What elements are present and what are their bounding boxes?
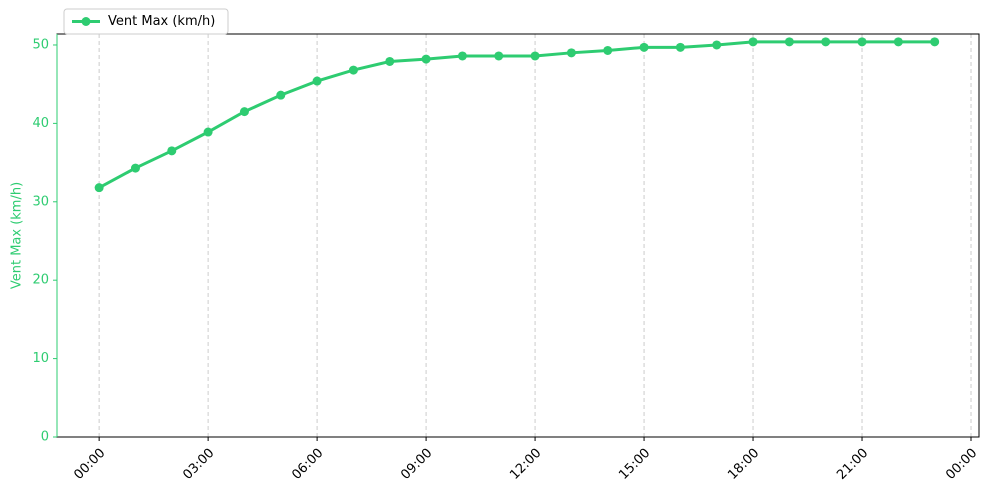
point [857, 37, 867, 47]
point [748, 37, 758, 47]
y-tick-label: 20 [32, 273, 49, 288]
point [203, 127, 213, 137]
point [130, 163, 140, 173]
point [239, 107, 249, 117]
point [930, 37, 940, 47]
point [348, 65, 358, 75]
point [312, 76, 322, 86]
y-tick-label: 50 [32, 37, 49, 52]
point [893, 37, 903, 47]
point [167, 146, 177, 156]
point [712, 40, 722, 50]
legend-box [63, 8, 229, 35]
line [98, 40, 935, 189]
point [276, 90, 286, 100]
point [494, 51, 504, 61]
point [421, 54, 431, 64]
y-axis-label: Vent Max (km/h) [10, 182, 25, 289]
point [639, 42, 649, 52]
point [94, 183, 104, 193]
y-tick-label: 0 [41, 430, 49, 445]
point [784, 37, 794, 47]
point [675, 42, 685, 52]
legend-label: Vent Max (km/h) [108, 14, 215, 29]
point [603, 45, 613, 55]
point [566, 48, 576, 58]
legend-marker [81, 17, 91, 26]
point [457, 51, 467, 61]
point [821, 37, 831, 47]
y-tick-label: 40 [32, 116, 49, 131]
point [385, 56, 395, 66]
y-tick-label: 10 [32, 351, 49, 366]
y-tick-label: 30 [32, 194, 49, 209]
point [530, 51, 540, 61]
